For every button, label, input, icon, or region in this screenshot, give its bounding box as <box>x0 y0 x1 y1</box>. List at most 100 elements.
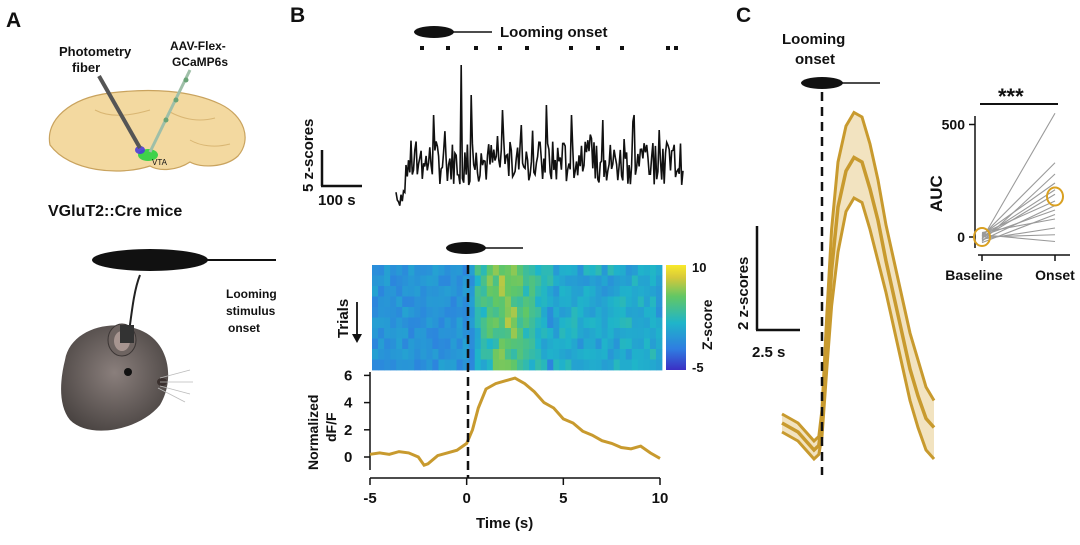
heatmap-cell <box>601 338 609 350</box>
heatmap-cell <box>649 349 657 360</box>
heatmap-cell <box>498 349 506 360</box>
heatmap-cell <box>571 338 578 350</box>
heatmap-cell <box>655 338 663 350</box>
heatmap-cell <box>432 286 439 297</box>
heatmap-cell <box>456 349 464 360</box>
heatmap-cell <box>414 317 421 329</box>
heatmap-cell <box>432 307 439 318</box>
heatmap-cell <box>619 338 627 350</box>
heatmap-cell <box>637 338 645 350</box>
heatmap-cell <box>529 296 536 308</box>
heatmap-cell <box>589 317 596 329</box>
heatmap-cell <box>390 296 397 308</box>
heatmap-cell <box>426 328 433 339</box>
heatmap-cell <box>474 338 482 350</box>
heatmap-cell <box>456 307 464 318</box>
heatmap-cell <box>529 328 536 339</box>
heatmap-cell <box>565 359 572 371</box>
auc-pair-line-4 <box>981 189 1056 238</box>
mean-response-line <box>781 155 936 453</box>
heatmap-cell <box>384 307 391 318</box>
heatmap-cell <box>559 307 566 318</box>
mouse-line-label: VGluT2::Cre mice <box>48 203 182 220</box>
heatmap-cell <box>631 286 639 297</box>
heatmap-cell <box>492 338 500 350</box>
heatmap-cell <box>420 307 427 318</box>
heatmap-cell <box>498 317 506 329</box>
heatmap-cell <box>456 338 464 350</box>
heatmap-cell <box>535 359 542 371</box>
dff-xtick-label-3: 10 <box>652 490 669 507</box>
heatmap-cell <box>492 286 500 297</box>
heatmap-cell <box>607 359 615 371</box>
heatmap-cell <box>432 359 439 371</box>
heatmap-cell <box>438 338 445 350</box>
heatmap-cell <box>535 328 542 339</box>
heatmap-cell <box>541 317 548 329</box>
heatmap-cell <box>444 359 451 371</box>
heatmap-cell <box>480 265 488 276</box>
heatmap-cell <box>450 296 457 308</box>
auc-x-ticks: Baseline Onset <box>945 255 1075 283</box>
significance-stars: *** <box>998 84 1024 109</box>
heatmap-cell <box>498 338 506 350</box>
heatmap-cell <box>655 296 663 308</box>
heatmap-cell <box>577 286 584 297</box>
heatmap-cell <box>517 359 524 371</box>
heatmap-cell <box>523 338 530 350</box>
heatmap-cell <box>372 359 379 371</box>
heatmap-cell <box>504 338 512 350</box>
heatmap-cell <box>390 286 397 297</box>
heatmap-cell <box>601 265 609 276</box>
heatmap-cell <box>456 286 464 297</box>
heatmap-cell <box>595 286 602 297</box>
heatmap-cell <box>589 265 596 276</box>
heatmap-cell <box>589 349 596 360</box>
heatmap-cell <box>402 307 409 318</box>
heatmap-cell <box>529 359 536 371</box>
heatmap-cell <box>426 359 433 371</box>
heatmap-cell <box>474 317 482 329</box>
heatmap-cell <box>547 338 554 350</box>
heatmap-cell <box>468 359 476 371</box>
onset-markers <box>420 46 678 50</box>
heatmap-cell <box>498 328 506 339</box>
heatmap-cell <box>535 275 542 287</box>
trials-arrow <box>352 302 362 343</box>
heatmap-cell <box>420 265 427 276</box>
heatmap-cell <box>607 275 615 287</box>
heatmap-cell <box>643 328 651 339</box>
colorbar <box>666 265 686 370</box>
heatmap-cell <box>577 317 584 329</box>
heatmap-cell <box>420 349 427 360</box>
heatmap-cell <box>486 286 494 297</box>
heatmap-cell <box>571 296 578 308</box>
heatmap-cell <box>553 317 560 329</box>
heatmap-cell <box>450 286 457 297</box>
heatmap-cell <box>462 349 470 360</box>
heatmap-cell <box>462 296 470 308</box>
heatmap-cell <box>529 338 536 350</box>
dff-ylabel-line1: Normalized <box>305 395 321 470</box>
heatmap-cell <box>565 307 572 318</box>
heatmap-cell <box>601 317 609 329</box>
dff-ytick-label-2: 4 <box>344 395 353 412</box>
heatmap-cell <box>523 275 530 287</box>
heatmap-cell <box>402 296 409 308</box>
heatmap-cell <box>523 296 530 308</box>
heatmap-cell <box>655 275 663 287</box>
heatmap-cell <box>601 275 609 287</box>
heatmap-cell <box>595 275 602 287</box>
heatmap-cell <box>517 338 524 350</box>
heatmap-cell <box>420 317 427 329</box>
heatmap-cell <box>438 296 445 308</box>
heatmap-cell <box>390 359 397 371</box>
heatmap-cell <box>577 296 584 308</box>
heatmap-cell <box>565 286 572 297</box>
heatmap-cell <box>613 307 621 318</box>
auc-ytick-label-0: 0 <box>957 229 965 245</box>
auc-ylabel: AUC <box>927 175 946 212</box>
heatmap-cell <box>529 286 536 297</box>
auc-pair-line-11 <box>981 227 1056 240</box>
heatmap-cell <box>492 359 500 371</box>
